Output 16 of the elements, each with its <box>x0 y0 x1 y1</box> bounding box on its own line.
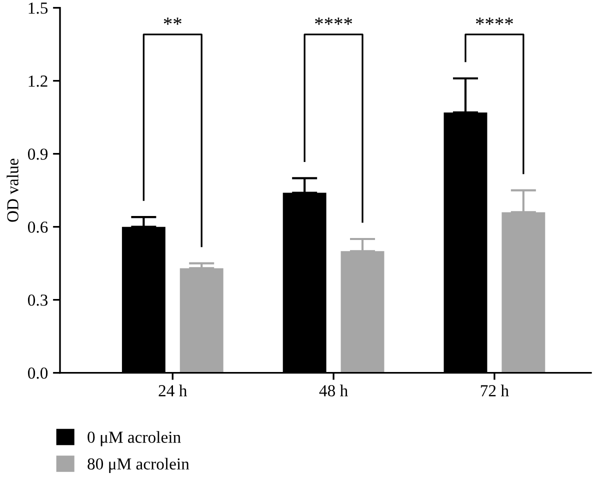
legend-label: 0 μM acrolein <box>88 431 181 446</box>
y-axis-title: OD value <box>6 158 18 222</box>
y-tick-label: 0.0 <box>28 368 48 379</box>
y-tick-label: 1.5 <box>28 2 48 14</box>
annotation: ** <box>164 18 182 25</box>
legend-label: 80 μM acrolein <box>88 458 190 473</box>
x-tick-label: 72 h <box>480 384 509 396</box>
y-tick-label: 0.3 <box>28 294 48 306</box>
y-tick-label: 0.9 <box>28 148 48 160</box>
y-tick-label: 1.2 <box>28 76 48 87</box>
annotation: **** <box>315 18 352 25</box>
annotation: **** <box>476 18 513 25</box>
bar <box>180 268 224 373</box>
x-tick-label: 24 h <box>158 384 187 396</box>
x-tick-label: 48 h <box>319 384 348 396</box>
y-tick-label: 0.6 <box>28 222 48 233</box>
